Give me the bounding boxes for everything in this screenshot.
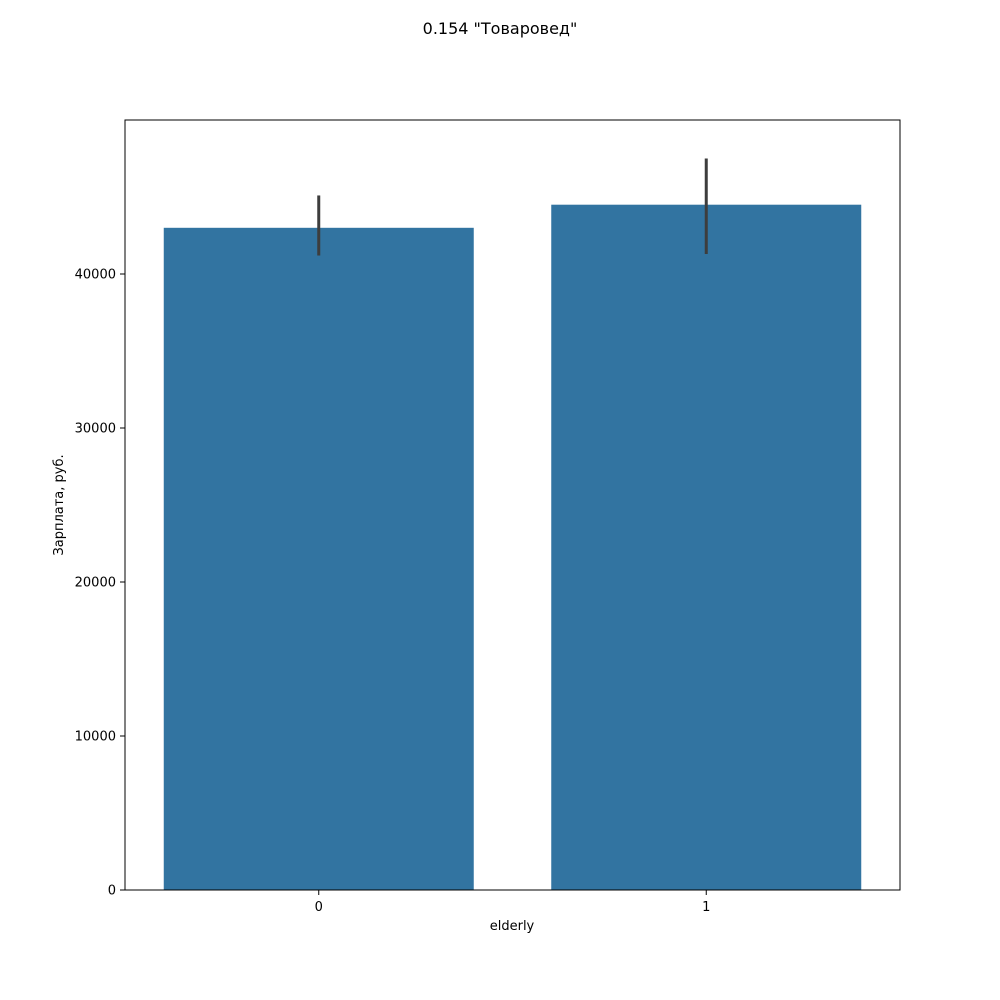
y-axis-label: Зарплата, руб. bbox=[52, 454, 67, 555]
x-axis-label: elderly bbox=[490, 919, 535, 934]
axes-frame bbox=[124, 119, 901, 891]
y-tick-label: 20000 bbox=[75, 576, 116, 591]
y-tick-label: 10000 bbox=[75, 730, 116, 745]
y-tick-label: 0 bbox=[108, 884, 116, 899]
chart-title: 0.154 "Товаровед" bbox=[423, 19, 578, 38]
x-tick-label: 0 bbox=[315, 900, 323, 915]
bar-0 bbox=[163, 227, 474, 891]
y-tick-label: 30000 bbox=[75, 422, 116, 437]
y-tick-label: 40000 bbox=[75, 268, 116, 283]
plot-area: 0 10000 20000 30000 40000 0 1 bbox=[75, 119, 901, 915]
x-tick-label: 1 bbox=[702, 900, 710, 915]
bar-1 bbox=[551, 204, 862, 890]
